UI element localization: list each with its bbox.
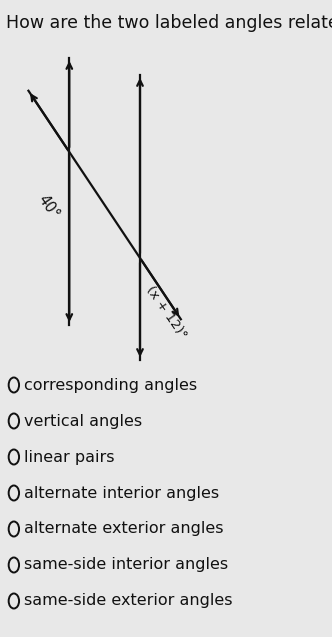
Text: 40°: 40° <box>35 192 62 222</box>
Text: same-side interior angles: same-side interior angles <box>24 557 228 573</box>
Text: corresponding angles: corresponding angles <box>24 378 198 392</box>
Text: alternate interior angles: alternate interior angles <box>24 485 219 501</box>
Text: same-side exterior angles: same-side exterior angles <box>24 594 233 608</box>
Text: linear pairs: linear pairs <box>24 450 115 464</box>
Text: (x + 12)°: (x + 12)° <box>143 284 189 342</box>
Text: vertical angles: vertical angles <box>24 413 142 429</box>
Text: alternate exterior angles: alternate exterior angles <box>24 522 224 536</box>
Text: How are the two labeled angles related?: How are the two labeled angles related? <box>6 14 332 32</box>
